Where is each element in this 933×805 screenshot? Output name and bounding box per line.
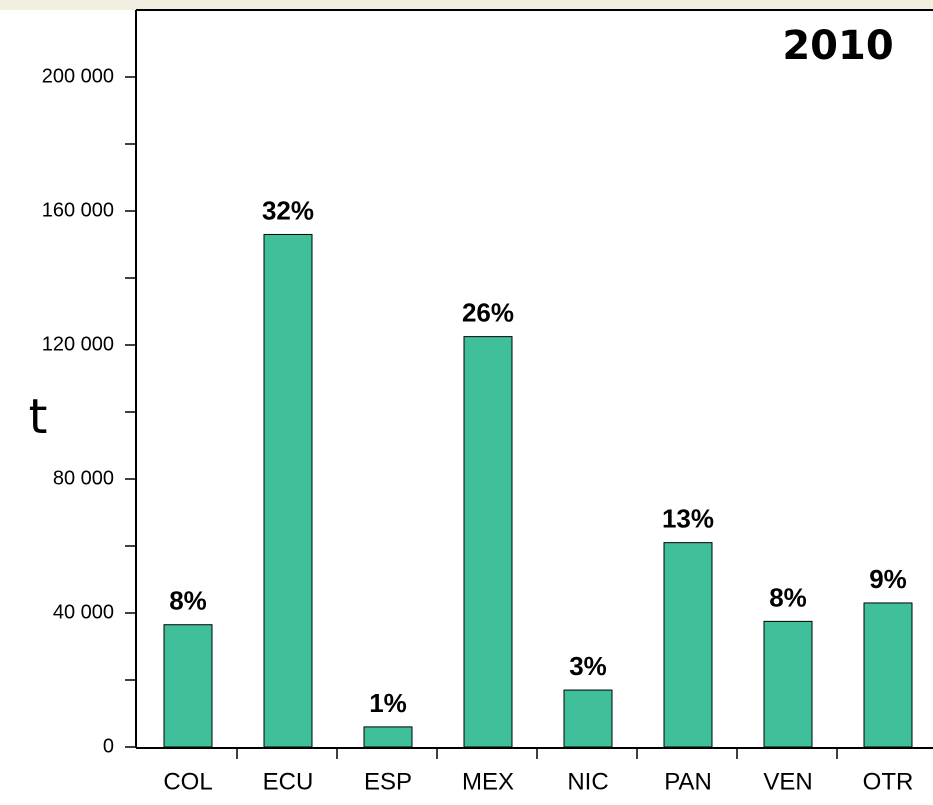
x-tick-label: MEX	[462, 768, 514, 795]
bar	[263, 233, 313, 748]
value-label: 8%	[769, 582, 807, 612]
y-tick-label: 160 000	[42, 199, 114, 221]
y-tick-label: 80 000	[53, 467, 114, 489]
bar	[763, 620, 813, 748]
x-tick-label: PAN	[664, 768, 712, 795]
bar	[163, 624, 213, 748]
y-axis-label: t	[29, 389, 48, 445]
y-tick-label: 200 000	[42, 65, 114, 87]
y-tick-label: 120 000	[42, 333, 114, 355]
top-strip	[0, 0, 933, 10]
bar	[563, 689, 613, 748]
x-tick-label: ECU	[263, 768, 314, 795]
x-tick-label: OTR	[863, 768, 914, 795]
value-label: 8%	[169, 586, 207, 616]
value-label: 9%	[869, 564, 907, 594]
y-tick-label: 40 000	[53, 601, 114, 623]
chart-title: 2010	[782, 23, 893, 69]
bar	[363, 726, 413, 748]
value-label: 32%	[262, 195, 314, 225]
bar	[463, 336, 513, 748]
value-label: 26%	[462, 298, 514, 328]
x-tick-label: NIC	[567, 768, 608, 795]
x-tick-label: ESP	[364, 768, 412, 795]
x-tick-label: COL	[163, 768, 212, 795]
bar	[663, 542, 713, 748]
value-label: 13%	[662, 504, 714, 534]
value-label: 3%	[569, 651, 607, 681]
x-tick-label: VEN	[763, 768, 812, 795]
value-label: 1%	[369, 688, 407, 718]
y-tick-label: 0	[103, 735, 114, 757]
bar	[863, 602, 913, 748]
